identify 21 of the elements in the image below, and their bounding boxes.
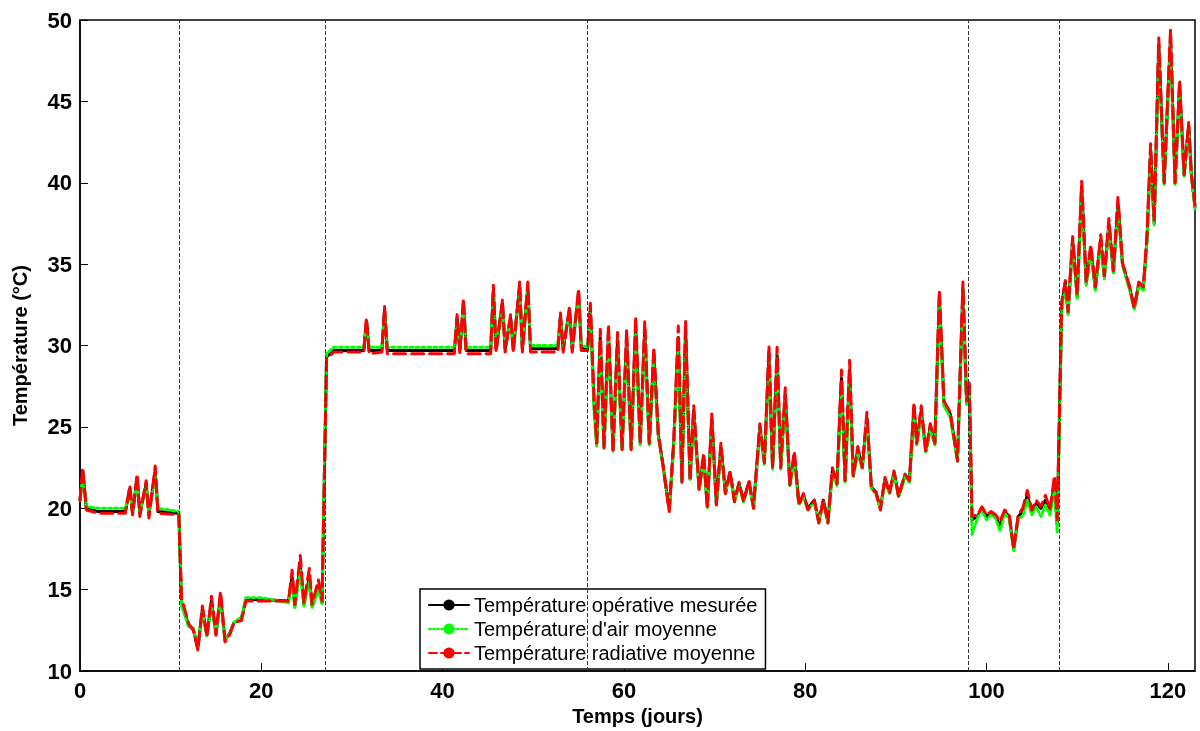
x-tick-label: 0 xyxy=(73,677,87,703)
y-tick-label: 30 xyxy=(47,333,72,359)
y-axis-title: Température (°C) xyxy=(9,265,31,427)
x-tick-label: 20 xyxy=(249,677,274,703)
y-tick-label: 20 xyxy=(47,495,72,521)
x-axis-title: Temps (jours) xyxy=(572,705,703,727)
legend-label: Température opérative mesurée xyxy=(474,594,758,616)
y-tick-label: 40 xyxy=(47,170,72,196)
x-tick-label: 40 xyxy=(430,677,455,703)
legend-label: Température radiative moyenne xyxy=(474,642,756,664)
y-tick-label: 50 xyxy=(47,7,72,33)
x-tick-label: 60 xyxy=(611,677,637,703)
y-tick-label: 35 xyxy=(47,251,72,277)
legend-label: Température d'air moyenne xyxy=(474,618,717,640)
y-tick-label: 15 xyxy=(47,577,72,603)
x-tick-label: 120 xyxy=(1149,677,1187,703)
y-tick-label: 10 xyxy=(47,658,72,684)
x-tick-label: 100 xyxy=(968,677,1005,703)
y-tick-label: 25 xyxy=(47,414,72,440)
x-tick-label: 80 xyxy=(792,677,818,703)
y-tick-label: 45 xyxy=(47,88,72,114)
